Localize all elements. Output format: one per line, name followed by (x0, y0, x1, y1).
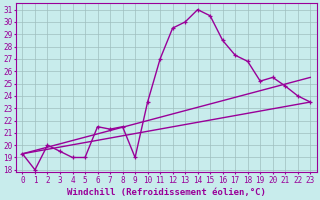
X-axis label: Windchill (Refroidissement éolien,°C): Windchill (Refroidissement éolien,°C) (67, 188, 266, 197)
